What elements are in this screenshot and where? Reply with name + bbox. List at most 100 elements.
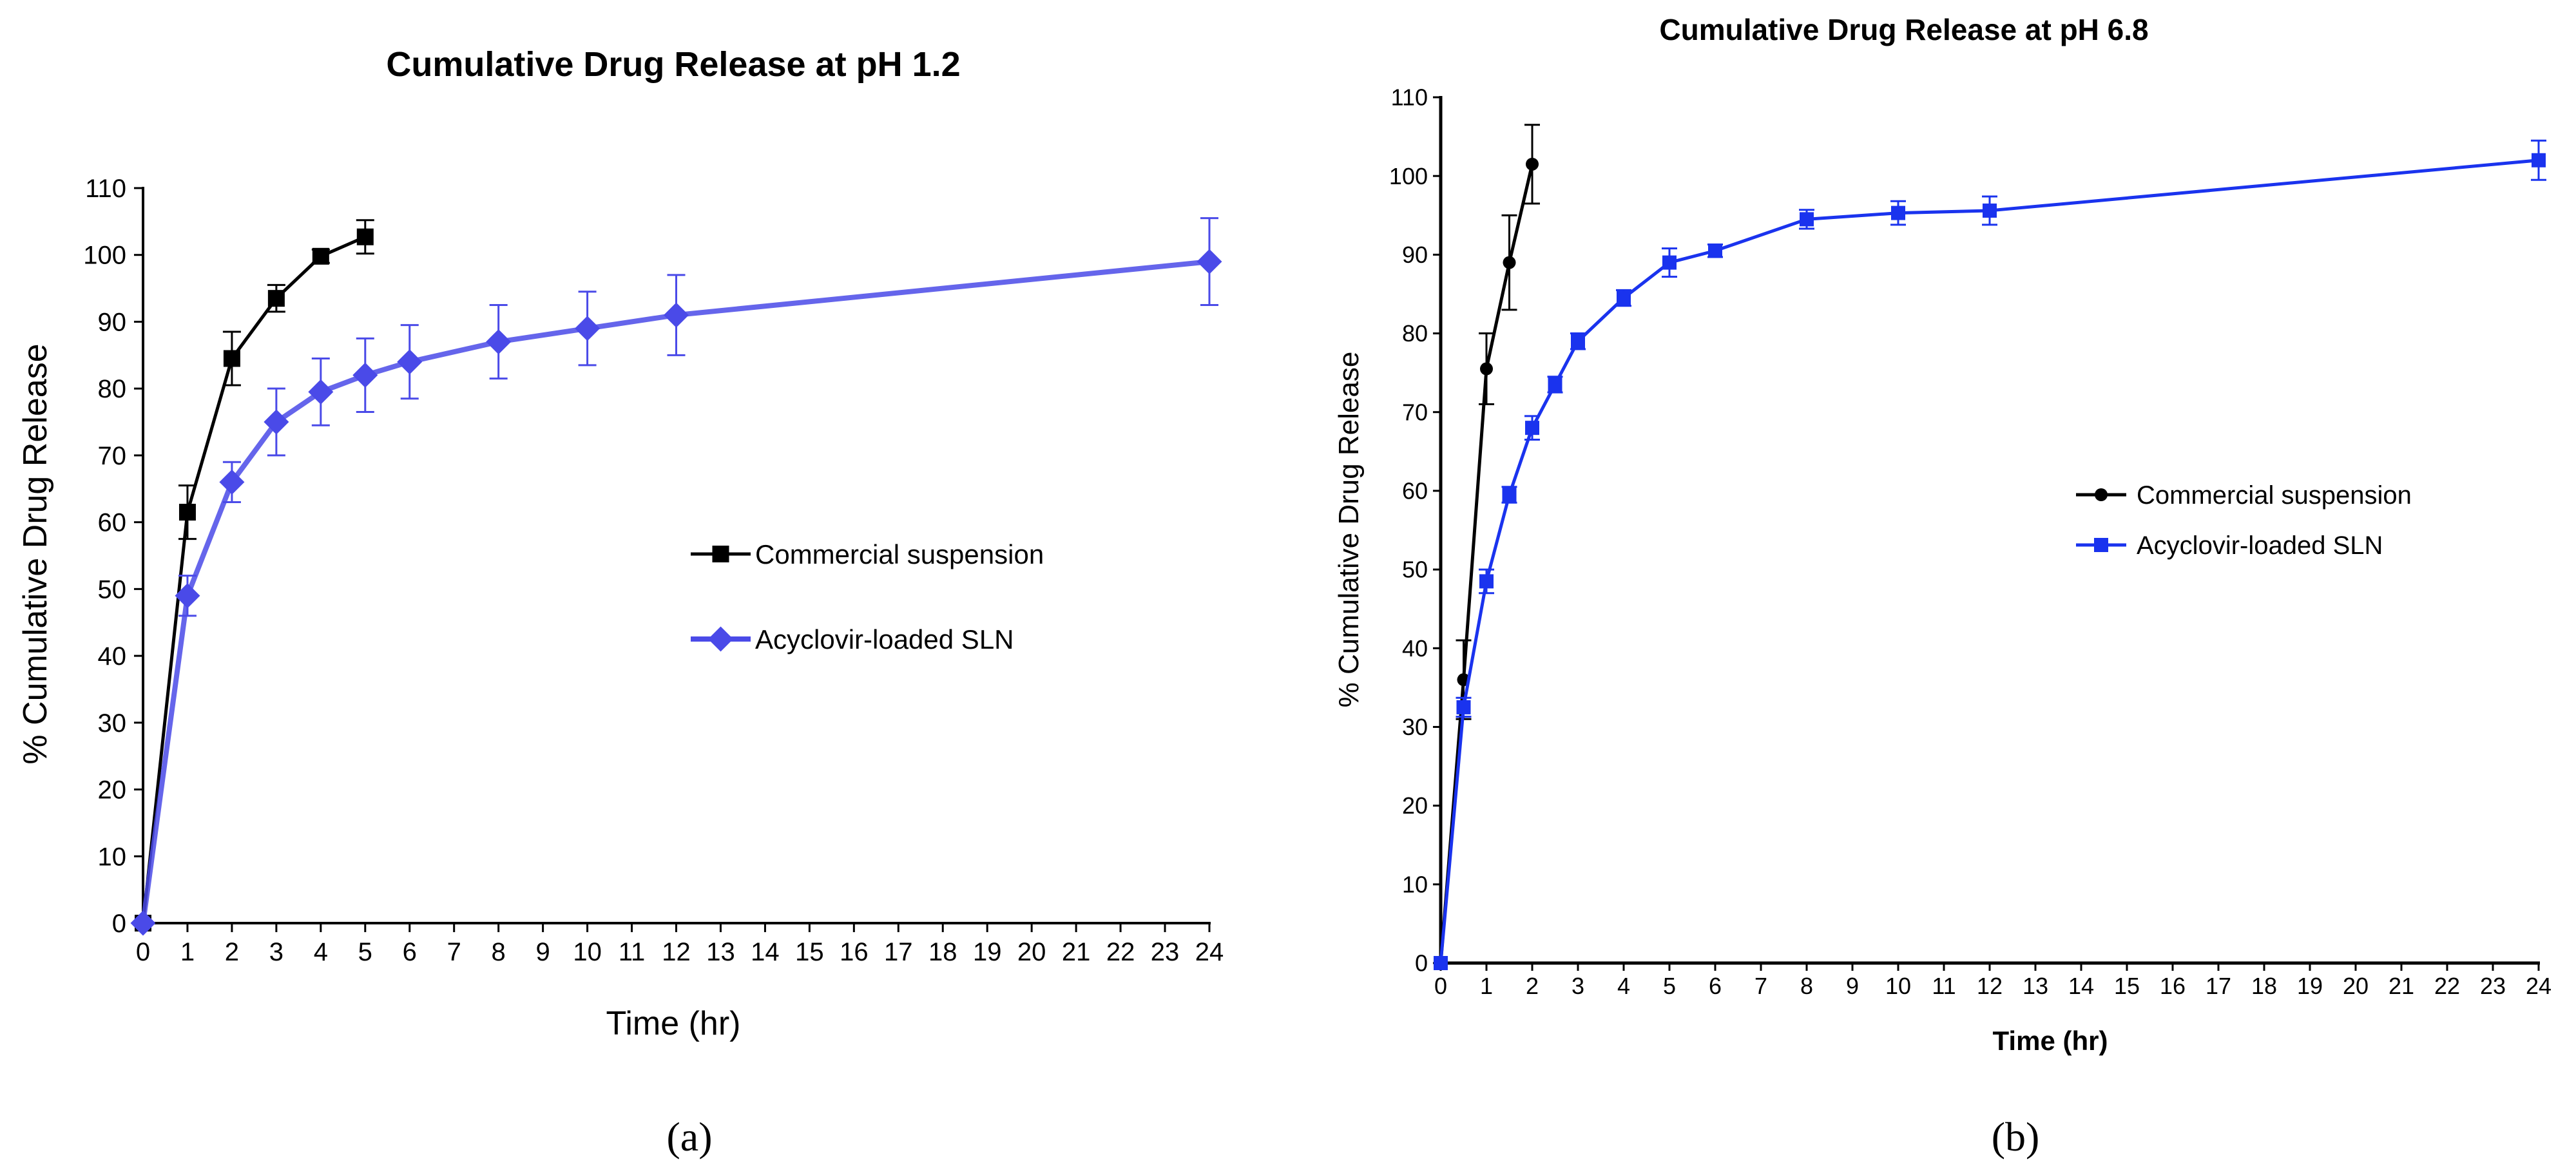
chart-a-point-sln: [486, 329, 512, 355]
chart-a-x-tick-label: 16: [840, 938, 869, 966]
chart-b-x-tick-label: 13: [2023, 973, 2048, 999]
chart-b-x-tick-label: 19: [2297, 973, 2323, 999]
chart-b-point-sln: [1891, 205, 1905, 220]
chart-b-point-commercial: [1526, 157, 1539, 171]
chart-b-point-sln: [1548, 377, 1562, 392]
chart-a-legend-symbol-commercial: [712, 546, 729, 562]
chart-a-x-tick-label: 15: [795, 938, 824, 966]
chart-b-series-sln: [1434, 139, 2546, 970]
chart-a-line-commercial: [141, 235, 367, 925]
chart-a-x-tick-label: 4: [314, 938, 328, 966]
chart-a-legend-label-sln: Acyclovir-loaded SLN: [755, 624, 1014, 654]
chart-b-y-tick-label: 30: [1402, 714, 1428, 740]
chart-a-line-sln: [140, 259, 1212, 926]
chart-b-point-sln: [2532, 153, 2546, 167]
chart-b-y-tick-label: 60: [1402, 478, 1428, 504]
chart-b-y-tick-label: 40: [1402, 635, 1428, 662]
chart-b-x-tick-label: 23: [2480, 973, 2506, 999]
chart-b-x-tick-label: 20: [2343, 973, 2369, 999]
chart-a-point-sln: [219, 469, 245, 495]
chart-a-y-tick-label: 40: [98, 642, 127, 671]
chart-a-x-tick-label: 17: [884, 938, 913, 966]
chart-a-point-commercial: [223, 350, 240, 367]
chart-a-xlabel: Time (hr): [606, 1005, 741, 1042]
chart-a-x-tick-label: 24: [1195, 938, 1224, 966]
chart-b-x-tick-label: 5: [1663, 973, 1676, 999]
chart-b-point-commercial: [1480, 362, 1493, 376]
chart-panel-b: Cumulative Drug Release at pH 6.8 % Cumu…: [1333, 13, 2552, 1160]
chart-b-line-sln: [1439, 158, 2541, 965]
chart-a-y-tick-label: 70: [98, 442, 127, 470]
chart-a-y-tick-label: 20: [98, 776, 127, 805]
chart-b-point-sln: [1434, 956, 1448, 970]
chart-b-ylabel: % Cumulative Drug Release: [1333, 352, 1365, 708]
chart-b-y-tick-label: 70: [1402, 399, 1428, 425]
chart-b-point-sln: [1800, 212, 1814, 227]
chart-a-point-sln: [308, 379, 334, 405]
chart-b-legend-marker-sln: [2094, 538, 2108, 552]
chart-b-x-tick-label: 11: [1932, 973, 1956, 999]
chart-a-series-sln: [130, 217, 1222, 936]
chart-b-xlabel: Time (hr): [1993, 1026, 2108, 1056]
chart-a-legend-marker-sln: [708, 626, 733, 652]
chart-a-x-tick-label: 19: [973, 938, 1002, 966]
chart-a-x-tick-label: 6: [403, 938, 417, 966]
chart-b-x-tick-label: 10: [1885, 973, 1911, 999]
chart-a-x-tick-label: 12: [662, 938, 691, 966]
chart-b-caption: (b): [1992, 1114, 2040, 1160]
chart-a-x-tick-label: 22: [1106, 938, 1135, 966]
chart-b-point-sln: [1502, 488, 1517, 502]
chart-b-series-commercial: [1434, 124, 1540, 970]
chart-a-legend: Commercial suspension Acyclovir-loaded S…: [691, 539, 1044, 654]
chart-b-point-sln: [1479, 574, 1494, 589]
chart-b-line-commercial: [1439, 162, 1534, 965]
chart-a-series: [130, 217, 1222, 936]
chart-b-series: [1434, 124, 2546, 970]
chart-a-y-tick-label: 60: [98, 509, 127, 537]
chart-b-y-tick-label: 10: [1402, 871, 1428, 897]
chart-a-x-tick-label: 20: [1017, 938, 1046, 966]
chart-panel-a: Cumulative Drug Release at pH 1.2 % Cumu…: [17, 45, 1224, 1160]
chart-b-point-sln: [1708, 244, 1722, 258]
chart-a-series-commercial: [135, 219, 374, 931]
chart-b-title: Cumulative Drug Release at pH 6.8: [1659, 13, 2148, 46]
chart-a-x-tick-label: 14: [751, 938, 780, 966]
chart-b-x-tick-label: 6: [1709, 973, 1722, 999]
chart-b-y-tick-label: 50: [1402, 557, 1428, 583]
chart-b-x-tick-label: 2: [1526, 973, 1539, 999]
chart-b-legend-symbol-commercial: [2095, 488, 2108, 501]
chart-a-y-tick-label: 0: [112, 910, 126, 938]
chart-b-y-tick-label: 20: [1402, 792, 1428, 819]
chart-a-x-tick-label: 21: [1062, 938, 1091, 966]
chart-a-point-sln: [575, 316, 601, 341]
chart-b-x-tick-label: 8: [1800, 973, 1813, 999]
chart-b-legend-marker-commercial: [2095, 488, 2108, 501]
chart-b-x-tick-label: 14: [2068, 973, 2094, 999]
chart-a-y-tick-label: 80: [98, 375, 127, 403]
chart-a-point-commercial: [178, 504, 196, 521]
chart-a-legend-marker-commercial: [712, 546, 729, 562]
chart-a-point-sln: [130, 910, 156, 936]
chart-a-caption: (a): [666, 1114, 712, 1160]
chart-b-x-tick-label: 7: [1754, 973, 1767, 999]
chart-a-point-sln: [397, 349, 423, 375]
chart-a-x-tick-label: 13: [706, 938, 735, 966]
chart-a-ylabel: % Cumulative Drug Release: [17, 343, 54, 764]
chart-a-x-tick-label: 3: [269, 938, 284, 966]
chart-a-point-commercial: [356, 228, 374, 245]
chart-b-x-tick-label: 3: [1572, 973, 1584, 999]
chart-b-x-tick-label: 15: [2114, 973, 2140, 999]
chart-a-x-tick-label: 9: [536, 938, 550, 966]
chart-a-x-tick-label: 7: [447, 938, 461, 966]
chart-b-x-tick-label: 21: [2389, 973, 2414, 999]
chart-a-point-commercial: [267, 290, 285, 307]
chart-a-point-sln: [1197, 249, 1222, 274]
chart-b-point-sln: [1617, 291, 1631, 305]
chart-b-x-tick-label: 18: [2251, 973, 2277, 999]
chart-a-x-tick-label: 5: [358, 938, 372, 966]
chart-a-x-tick-label: 2: [225, 938, 239, 966]
chart-b-point-sln: [1571, 334, 1585, 349]
